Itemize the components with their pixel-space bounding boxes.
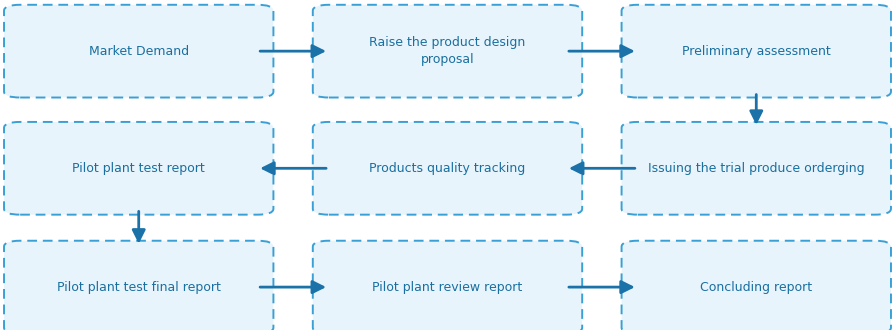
FancyBboxPatch shape	[620, 241, 890, 330]
Text: Concluding report: Concluding report	[699, 280, 812, 294]
Text: Preliminary assessment: Preliminary assessment	[681, 45, 830, 58]
FancyBboxPatch shape	[620, 5, 890, 98]
Text: Pilot plant test report: Pilot plant test report	[72, 162, 205, 175]
FancyBboxPatch shape	[313, 241, 581, 330]
FancyBboxPatch shape	[4, 122, 274, 215]
FancyBboxPatch shape	[313, 5, 581, 98]
Text: Pilot plant review report: Pilot plant review report	[372, 280, 522, 294]
FancyBboxPatch shape	[620, 122, 890, 215]
Text: Issuing the trial produce orderging: Issuing the trial produce orderging	[647, 162, 864, 175]
Text: Raise the product design
proposal: Raise the product design proposal	[369, 36, 525, 66]
Text: Market Demand: Market Demand	[89, 45, 189, 58]
FancyBboxPatch shape	[4, 241, 274, 330]
FancyBboxPatch shape	[4, 5, 274, 98]
FancyBboxPatch shape	[313, 122, 581, 215]
Text: Pilot plant test final report: Pilot plant test final report	[56, 280, 221, 294]
Text: Products quality tracking: Products quality tracking	[369, 162, 525, 175]
